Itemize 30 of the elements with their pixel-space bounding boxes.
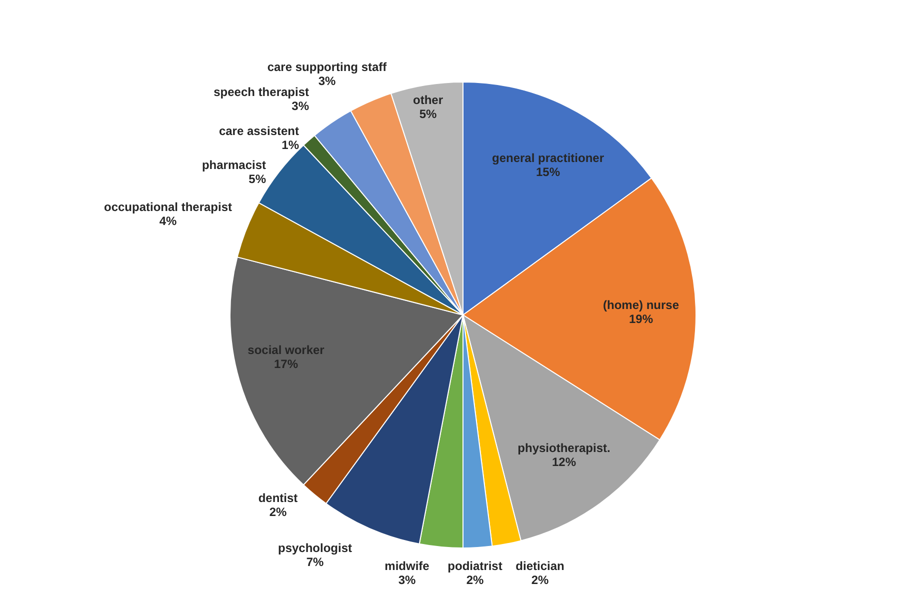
slice-label: occupational therapist (104, 200, 232, 214)
slice-label: general practitioner (492, 151, 604, 165)
slice-label: (home) nurse (602, 298, 680, 312)
data-label: 3% (292, 99, 310, 113)
slice-label: speech therapist (214, 85, 309, 99)
slice-label: dentist (258, 491, 298, 505)
data-label: 1% (282, 138, 300, 152)
slice-label: midwife (384, 559, 430, 573)
slice-label: physiotherapist. (518, 441, 610, 455)
data-label: 19% (628, 312, 654, 326)
data-label: 4% (159, 214, 177, 228)
data-label: 5% (248, 172, 266, 186)
slice-label: podiatrist (448, 559, 502, 573)
data-label: 17% (274, 357, 298, 371)
slice-label: dietician (516, 559, 564, 573)
slice-label: pharmacist (202, 158, 266, 172)
slice-label: other (413, 93, 444, 107)
data-label: 12% (552, 455, 576, 469)
slice-label: social worker (248, 343, 325, 357)
data-label: 5% (419, 107, 437, 121)
data-label: 2% (269, 505, 287, 519)
data-label: 2% (531, 573, 549, 587)
data-label: 15% (536, 165, 560, 179)
data-label: 7% (306, 555, 324, 569)
data-label: 3% (398, 573, 416, 587)
slice-label: psychologist (278, 541, 352, 555)
data-label: 3% (318, 74, 336, 88)
slice-label: care supporting staff (267, 60, 388, 74)
data-label: 2% (466, 573, 484, 587)
slice-label: care assistent (218, 124, 299, 138)
